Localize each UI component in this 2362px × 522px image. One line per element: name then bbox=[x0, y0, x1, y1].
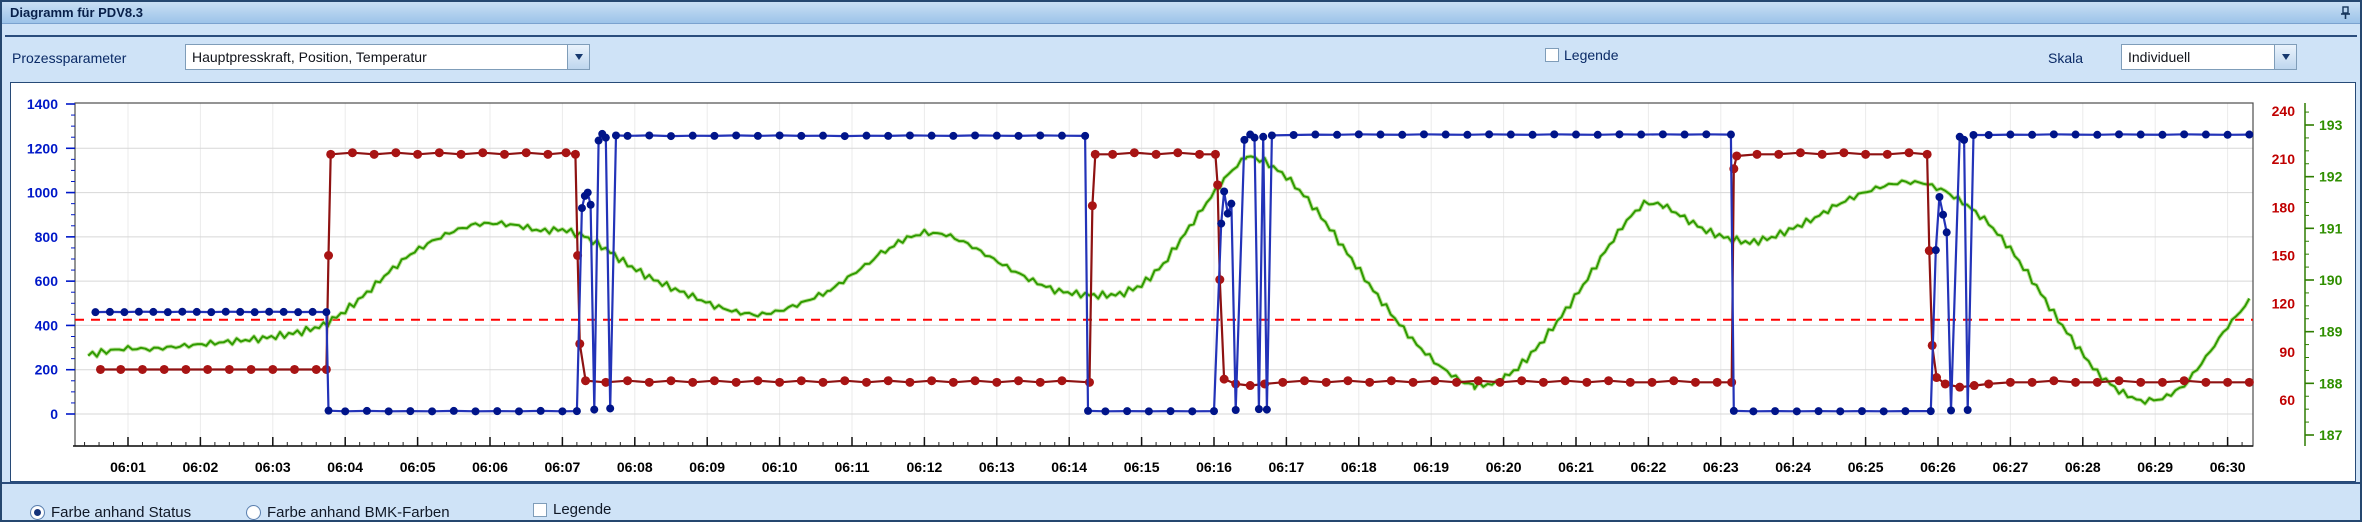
footer-bar: Farbe anhand Status Farbe anhand BMK-Far… bbox=[2, 482, 2360, 520]
skala-label: Skala bbox=[2048, 50, 2084, 66]
svg-text:1400: 1400 bbox=[27, 96, 58, 112]
svg-text:193: 193 bbox=[2319, 117, 2343, 133]
svg-text:188: 188 bbox=[2319, 375, 2343, 391]
toolbar-divider bbox=[5, 35, 2357, 37]
radio-farbe-bmk[interactable]: Farbe anhand BMK-Farben bbox=[246, 504, 450, 521]
svg-text:06:10: 06:10 bbox=[762, 459, 798, 475]
radio-farbe-bmk-label: Farbe anhand BMK-Farben bbox=[267, 504, 450, 521]
svg-text:200: 200 bbox=[35, 362, 59, 378]
svg-text:06:20: 06:20 bbox=[1486, 459, 1522, 475]
svg-text:06:24: 06:24 bbox=[1775, 459, 1811, 475]
svg-text:191: 191 bbox=[2319, 220, 2343, 236]
chevron-down-icon bbox=[2281, 54, 2290, 60]
chart-panel: 06:01 06:02 06:03 06:04 06:05 06:06 06:07 06:08… bbox=[10, 82, 2356, 482]
svg-text:1000: 1000 bbox=[27, 185, 58, 201]
svg-text:06:16: 06:16 bbox=[1196, 459, 1232, 475]
svg-text:06:09: 06:09 bbox=[689, 459, 725, 475]
series-blue bbox=[91, 129, 2254, 416]
svg-text:06:28: 06:28 bbox=[2065, 459, 2101, 475]
legend-checkbox-footer-label: Legende bbox=[553, 501, 612, 518]
series-green bbox=[86, 154, 2252, 406]
pin-icon[interactable] bbox=[2338, 5, 2352, 20]
svg-text:06:29: 06:29 bbox=[2137, 459, 2173, 475]
legend-checkbox-top-box[interactable] bbox=[1545, 48, 1559, 62]
svg-text:600: 600 bbox=[35, 273, 59, 289]
svg-text:06:22: 06:22 bbox=[1630, 459, 1666, 475]
titlebar[interactable]: Diagramm für PDV8.3 bbox=[2, 2, 2360, 24]
svg-text:06:21: 06:21 bbox=[1558, 459, 1594, 475]
axes bbox=[66, 103, 2314, 447]
svg-text:06:02: 06:02 bbox=[182, 459, 218, 475]
svg-text:06:04: 06:04 bbox=[327, 459, 363, 475]
legend-checkbox-top[interactable]: Legende bbox=[1545, 47, 1619, 63]
svg-text:150: 150 bbox=[2272, 248, 2296, 264]
svg-text:187: 187 bbox=[2319, 427, 2343, 443]
svg-text:06:01: 06:01 bbox=[110, 459, 146, 475]
parameter-select-button[interactable] bbox=[567, 45, 589, 69]
svg-text:0: 0 bbox=[50, 406, 58, 422]
chart-canvas: 06:01 06:02 06:03 06:04 06:05 06:06 06:07 06:08… bbox=[27, 96, 2343, 475]
svg-text:06:25: 06:25 bbox=[1848, 459, 1884, 475]
svg-text:06:11: 06:11 bbox=[834, 459, 869, 475]
parameter-label: Prozessparameter bbox=[12, 50, 127, 66]
svg-text:06:23: 06:23 bbox=[1703, 459, 1739, 475]
legend-checkbox-footer[interactable]: Legende bbox=[533, 501, 611, 518]
radio-farbe-status-circle[interactable] bbox=[30, 505, 45, 520]
pin-icon-glyph bbox=[2340, 5, 2350, 19]
parameter-select-value: Hauptpresskraft, Position, Temperatur bbox=[192, 49, 427, 65]
svg-text:06:12: 06:12 bbox=[906, 459, 942, 475]
svg-text:60: 60 bbox=[2279, 392, 2295, 408]
svg-text:06:17: 06:17 bbox=[1268, 459, 1304, 475]
svg-text:120: 120 bbox=[2272, 296, 2296, 312]
svg-text:90: 90 bbox=[2279, 344, 2295, 360]
svg-text:06:27: 06:27 bbox=[1992, 459, 2028, 475]
svg-text:06:26: 06:26 bbox=[1920, 459, 1956, 475]
svg-text:06:08: 06:08 bbox=[617, 459, 653, 475]
svg-text:06:30: 06:30 bbox=[2210, 459, 2246, 475]
scale-select-button[interactable] bbox=[2274, 45, 2296, 69]
svg-text:192: 192 bbox=[2319, 169, 2343, 185]
svg-text:06:14: 06:14 bbox=[1051, 459, 1087, 475]
radio-farbe-status[interactable]: Farbe anhand Status bbox=[30, 504, 192, 521]
svg-text:210: 210 bbox=[2272, 151, 2296, 167]
legend-checkbox-top-label: Legende bbox=[1564, 47, 1619, 63]
radio-farbe-status-label: Farbe anhand Status bbox=[51, 504, 192, 521]
svg-text:400: 400 bbox=[35, 317, 59, 333]
chevron-down-icon bbox=[574, 54, 583, 60]
svg-text:06:19: 06:19 bbox=[1413, 459, 1449, 475]
window-title: Diagramm für PDV8.3 bbox=[10, 5, 143, 20]
legend-checkbox-footer-box[interactable] bbox=[533, 502, 547, 517]
radio-farbe-bmk-circle[interactable] bbox=[246, 505, 261, 520]
series-red bbox=[95, 148, 2254, 392]
svg-text:800: 800 bbox=[35, 229, 59, 245]
svg-text:1200: 1200 bbox=[27, 140, 58, 156]
svg-text:190: 190 bbox=[2319, 272, 2343, 288]
svg-text:189: 189 bbox=[2319, 324, 2343, 340]
svg-text:180: 180 bbox=[2272, 199, 2296, 215]
svg-text:06:15: 06:15 bbox=[1124, 459, 1160, 475]
svg-text:06:18: 06:18 bbox=[1341, 459, 1377, 475]
svg-text:06:06: 06:06 bbox=[472, 459, 508, 475]
svg-text:06:05: 06:05 bbox=[400, 459, 436, 475]
svg-text:06:07: 06:07 bbox=[544, 459, 580, 475]
scale-select-value: Individuell bbox=[2128, 49, 2191, 65]
scale-select[interactable]: Individuell bbox=[2121, 44, 2297, 70]
svg-text:06:13: 06:13 bbox=[979, 459, 1015, 475]
parameter-select[interactable]: Hauptpresskraft, Position, Temperatur bbox=[185, 44, 590, 70]
svg-text:06:03: 06:03 bbox=[255, 459, 291, 475]
svg-text:240: 240 bbox=[2272, 103, 2296, 119]
